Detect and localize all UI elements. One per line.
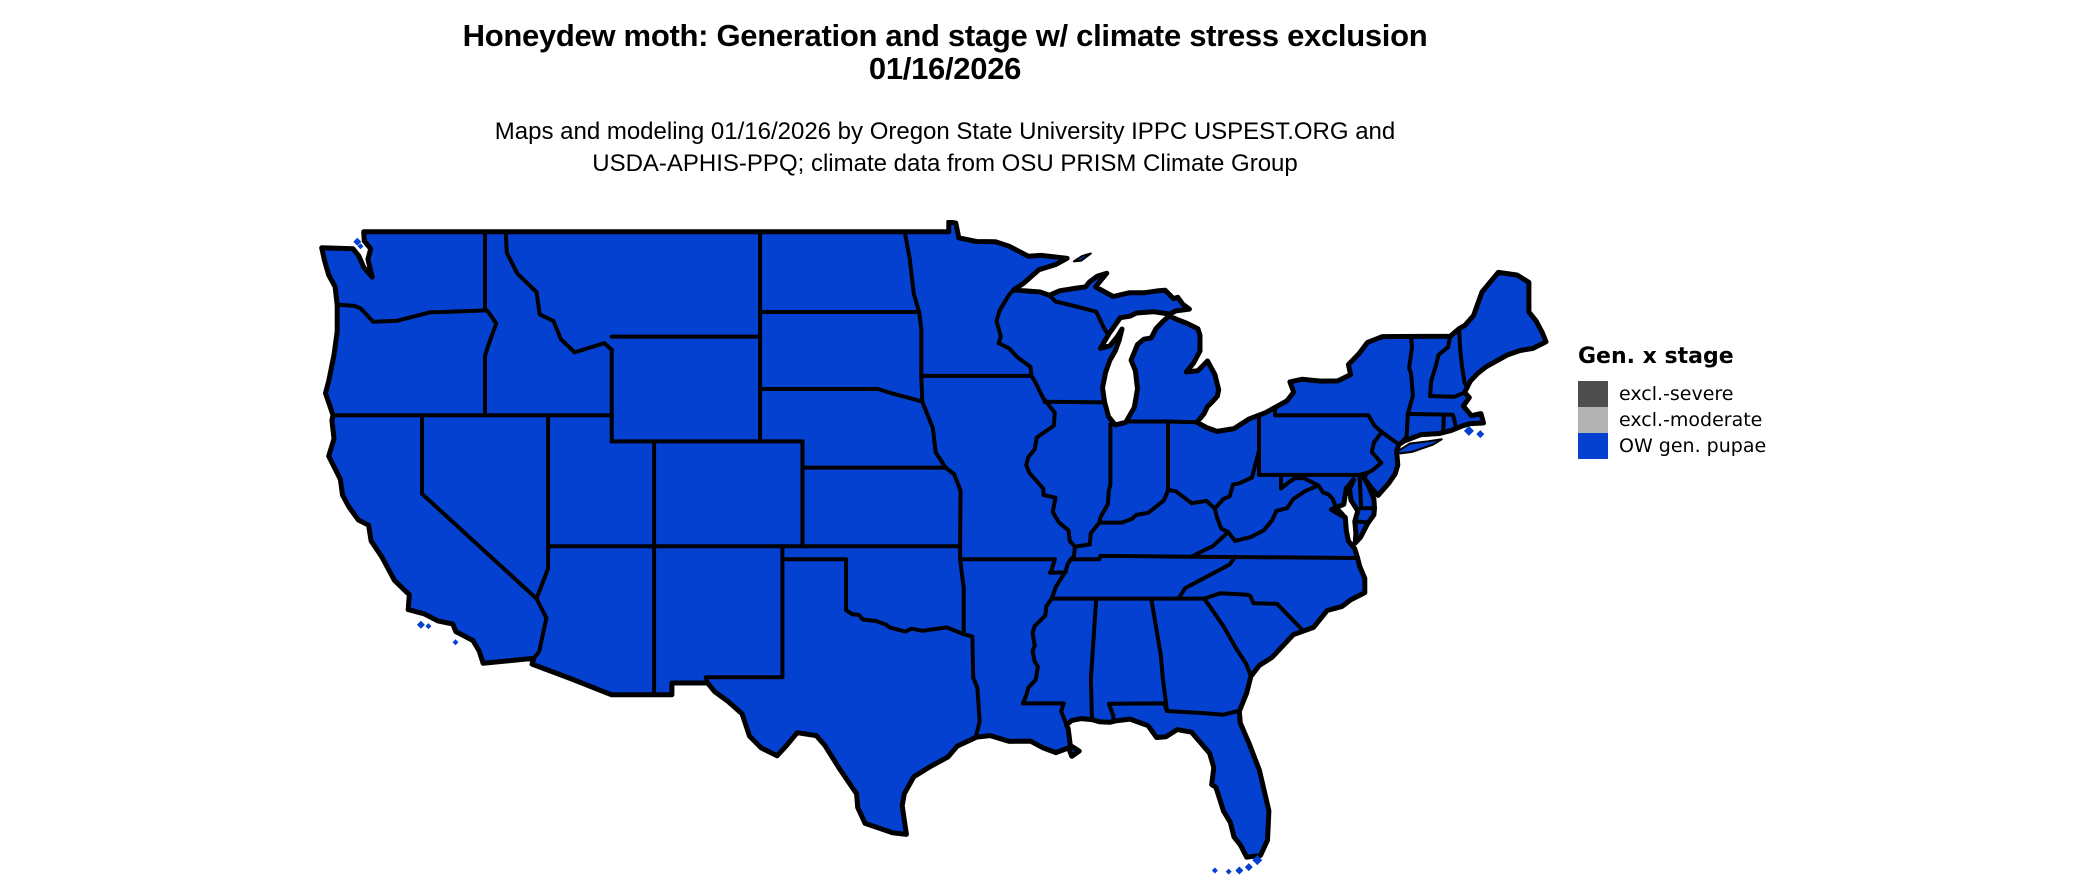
legend-item: OW gen. pupae (1578, 433, 1878, 459)
state-border (1401, 334, 1415, 443)
state-border (780, 544, 966, 637)
island-dot (1476, 430, 1485, 439)
state-border (1405, 411, 1459, 430)
legend: Gen. x stage excl.-severe excl.-moderate O… (1578, 344, 1878, 459)
state-border (1068, 553, 1194, 562)
state-border (1123, 419, 1199, 425)
state-border (1176, 554, 1237, 601)
state-border (994, 288, 1077, 706)
us-map (316, 220, 1556, 892)
figure-subtitle-line2: USDA-APHIS-PPQ; climate data from OSU PR… (592, 150, 1298, 177)
state-border (531, 596, 549, 661)
state-border (534, 413, 551, 601)
island-dot (452, 639, 459, 646)
island-dot (1463, 425, 1474, 436)
state-border (1190, 554, 1360, 560)
state-border (1088, 596, 1099, 722)
state-border (1021, 701, 1069, 727)
island-dot (1235, 866, 1244, 875)
state-border (420, 413, 539, 601)
figure-title-date: 01/16/2026 (868, 51, 1022, 86)
state-border (1279, 472, 1348, 520)
state-border (1047, 293, 1110, 336)
island-dot (1211, 867, 1218, 874)
state-border (1073, 448, 1261, 549)
island-dot (416, 620, 425, 629)
state-border (1379, 430, 1401, 446)
legend-swatch (1578, 433, 1608, 459)
island (1072, 252, 1092, 263)
state-border (503, 229, 614, 355)
figure-title: Honeydew moth: Generation and stage w/ c… (0, 0, 1890, 85)
legend-item-label: excl.-moderate (1619, 409, 1763, 431)
legend-swatch (1578, 381, 1608, 407)
legend-swatch (1578, 407, 1608, 433)
island-dot (357, 243, 364, 250)
state-border (703, 557, 785, 685)
state-border (1352, 519, 1371, 525)
state-border (1212, 506, 1231, 534)
us-map-svg (319, 220, 1549, 875)
state-border (920, 399, 982, 739)
island (1395, 438, 1443, 455)
state-border (334, 302, 487, 324)
state-border (1202, 596, 1253, 679)
legend-title: Gen. x stage (1578, 344, 1734, 369)
state-border (1357, 472, 1377, 511)
state-border (1149, 596, 1169, 713)
state-border (1428, 390, 1467, 399)
state-border (1226, 483, 1321, 543)
state-border (1097, 422, 1113, 525)
state-border (1357, 470, 1370, 477)
legend-item: excl.-moderate (1578, 407, 1878, 433)
island-dot (425, 623, 432, 630)
state-border (1273, 406, 1384, 434)
state-border (1428, 334, 1453, 399)
legend-item: excl.-severe (1578, 381, 1878, 407)
state-border (1202, 591, 1303, 631)
state-border (1457, 326, 1470, 390)
state-border (758, 387, 925, 404)
legend-items: excl.-severe excl.-moderate OW gen. pupae (1578, 381, 1878, 459)
island-dot (353, 237, 362, 246)
figure-subtitle: Maps and modeling 01/16/2026 by Oregon S… (0, 85, 1890, 180)
figure-subtitle-line1: Maps and modeling 01/16/2026 by Oregon S… (494, 118, 1396, 145)
state-border (483, 229, 499, 418)
figure-header: Honeydew moth: Generation and stage w/ c… (0, 0, 1890, 180)
figure-title-line1: Honeydew moth: Generation and stage w/ c… (462, 18, 1428, 53)
legend-item-label: excl.-severe (1619, 383, 1734, 405)
island-dot (1244, 863, 1253, 872)
island-dot (1252, 855, 1263, 866)
state-border (1189, 530, 1231, 559)
us-landmass (319, 220, 1549, 860)
state-border (1441, 412, 1446, 435)
state-border (1042, 399, 1107, 405)
island-dot (1225, 868, 1232, 875)
legend-item-label: OW gen. pupae (1619, 435, 1767, 457)
